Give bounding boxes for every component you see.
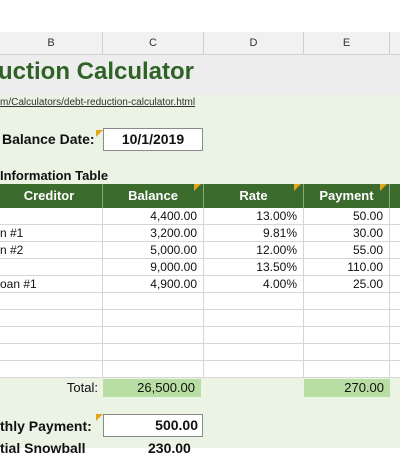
total-label: Total: xyxy=(66,380,98,395)
monthly-payment-value: 500.00 xyxy=(155,417,198,433)
rate-cell[interactable]: 9.81% xyxy=(204,225,304,242)
comment-marker xyxy=(194,184,201,191)
column-header-c[interactable]: C xyxy=(103,32,204,54)
calculator-link[interactable]: m/Calculators/debt-reduction-calculator.… xyxy=(0,97,196,108)
payment-cell[interactable] xyxy=(304,293,390,310)
rate-cell[interactable] xyxy=(204,293,304,310)
top-blank-row xyxy=(0,0,400,33)
rate-cell[interactable] xyxy=(204,361,304,378)
creditor-cell[interactable] xyxy=(0,310,103,327)
rate-cell[interactable]: 13.50% xyxy=(204,259,304,276)
comment-marker xyxy=(294,184,301,191)
balance-cell[interactable] xyxy=(103,293,204,310)
balance-cell[interactable] xyxy=(103,361,204,378)
payment-cell[interactable]: 55.00 xyxy=(304,242,390,259)
balance-cell[interactable] xyxy=(103,327,204,344)
rate-cell[interactable] xyxy=(204,310,304,327)
table-row: oan #1 4,900.00 4.00% 25.00 xyxy=(0,276,400,293)
payment-cell[interactable] xyxy=(304,327,390,344)
balance-cell[interactable] xyxy=(103,344,204,361)
payment-cell[interactable]: 50.00 xyxy=(304,208,390,225)
creditor-cell[interactable] xyxy=(0,327,103,344)
header-creditor[interactable]: Creditor xyxy=(0,184,103,208)
payment-cell[interactable] xyxy=(304,361,390,378)
creditor-cell[interactable] xyxy=(0,361,103,378)
monthly-payment-label: thly Payment: xyxy=(0,418,92,434)
payment-cell[interactable]: 30.00 xyxy=(304,225,390,242)
creditor-cell[interactable]: n #2 xyxy=(0,242,103,259)
payment-cell[interactable] xyxy=(304,310,390,327)
table-row: 4,400.00 13.00% 50.00 xyxy=(0,208,400,225)
column-header-f[interactable] xyxy=(390,32,400,54)
balance-date-input[interactable]: 10/1/2019 xyxy=(103,128,203,151)
balance-cell[interactable]: 5,000.00 xyxy=(103,242,204,259)
rate-cell[interactable] xyxy=(204,344,304,361)
payment-cell[interactable]: 25.00 xyxy=(304,276,390,293)
total-balance[interactable]: 26,500.00 xyxy=(103,379,201,397)
column-header-e[interactable]: E xyxy=(304,32,390,54)
total-payment[interactable]: 270.00 xyxy=(304,379,390,397)
title-band xyxy=(0,55,400,95)
balance-cell[interactable]: 9,000.00 xyxy=(103,259,204,276)
table-title: Information Table xyxy=(0,168,109,183)
balance-cell[interactable]: 3,200.00 xyxy=(103,225,204,242)
table-row xyxy=(0,361,400,378)
rate-cell[interactable]: 4.00% xyxy=(204,276,304,293)
comment-marker xyxy=(96,414,103,421)
column-header-bar: B C D E xyxy=(0,32,400,55)
payment-cell[interactable]: 110.00 xyxy=(304,259,390,276)
balance-cell[interactable]: 4,900.00 xyxy=(103,276,204,293)
table-row: 9,000.00 13.50% 110.00 xyxy=(0,259,400,276)
link-band xyxy=(0,95,400,113)
table-row: n #1 3,200.00 9.81% 30.00 xyxy=(0,225,400,242)
table-row xyxy=(0,293,400,310)
header-rate[interactable]: Rate xyxy=(204,184,304,208)
column-header-b[interactable]: B xyxy=(0,32,103,54)
creditor-cell[interactable] xyxy=(0,208,103,225)
initial-snowball-value: 230.00 xyxy=(148,440,191,456)
creditor-cell[interactable] xyxy=(0,293,103,310)
comment-marker xyxy=(380,184,387,191)
balance-cell[interactable]: 4,400.00 xyxy=(103,208,204,225)
table-row xyxy=(0,327,400,344)
header-payment[interactable]: Payment xyxy=(304,184,390,208)
creditor-cell[interactable] xyxy=(0,259,103,276)
creditor-cell[interactable]: oan #1 xyxy=(0,276,103,293)
initial-snowball-label: tial Snowball xyxy=(0,440,86,456)
payment-cell[interactable] xyxy=(304,344,390,361)
creditor-cell[interactable]: n #1 xyxy=(0,225,103,242)
rate-cell[interactable]: 13.00% xyxy=(204,208,304,225)
comment-marker xyxy=(96,130,103,137)
rate-cell[interactable] xyxy=(204,327,304,344)
column-header-d[interactable]: D xyxy=(204,32,304,54)
balance-cell[interactable] xyxy=(103,310,204,327)
page-title: uction Calculator xyxy=(0,58,195,85)
balance-date-value: 10/1/2019 xyxy=(121,131,185,147)
header-balance[interactable]: Balance xyxy=(103,184,204,208)
table-row xyxy=(0,344,400,361)
monthly-payment-input[interactable]: 500.00 xyxy=(103,414,203,437)
table-row: n #2 5,000.00 12.00% 55.00 xyxy=(0,242,400,259)
rate-cell[interactable]: 12.00% xyxy=(204,242,304,259)
table-row xyxy=(0,310,400,327)
balance-date-label: Balance Date: xyxy=(2,131,95,147)
creditor-cell[interactable] xyxy=(0,344,103,361)
